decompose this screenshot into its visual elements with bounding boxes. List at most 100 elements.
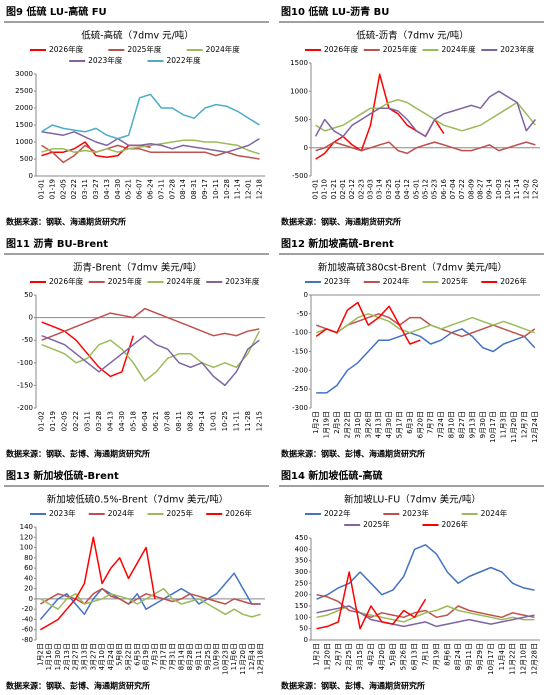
y-tick-label: 2500	[15, 87, 33, 95]
y-tick-label: 60	[24, 564, 33, 572]
y-tick-label: 3000	[15, 70, 33, 78]
x-tick-label: 11月22日	[509, 643, 517, 675]
x-tick-label: 04-13	[106, 411, 114, 431]
source-note: 数据来源：钢联、海通期货研究所	[6, 217, 126, 227]
y-tick-label: 100	[20, 544, 33, 552]
y-tick-label: 0	[29, 314, 33, 322]
x-tick-label: 04-30	[114, 179, 122, 199]
legend-label: 2023年度	[225, 276, 260, 286]
x-tick-label: 02-01	[339, 179, 347, 199]
series-line	[316, 328, 536, 394]
x-tick-label: 4月20日	[378, 643, 386, 670]
y-tick-label: -50	[22, 336, 33, 344]
x-tick-label: 01-19	[48, 179, 56, 199]
x-tick-label: 8月14日	[177, 643, 185, 670]
x-tick-label: 03-11	[84, 411, 92, 431]
chart-title: 低硫-高硫（7dmv 元/吨）	[81, 30, 194, 42]
x-tick-label: 11-14	[513, 178, 521, 199]
y-tick-label: 200	[295, 591, 308, 599]
legend-label: 2023年	[402, 508, 429, 518]
x-tick-label: 7月24日	[437, 411, 445, 438]
x-tick-label: 11月20日	[239, 643, 247, 675]
x-tick-label: 02-23	[357, 179, 365, 199]
x-tick-label: 2月5日	[333, 411, 341, 434]
legend-label: 2026年度	[49, 44, 84, 54]
series-line	[41, 330, 260, 382]
y-tick-label: 1000	[290, 87, 308, 95]
y-tick-label: -40	[22, 615, 33, 623]
chart-title: 新加坡高硫380cst-Brent（7dmv 美元/吨）	[318, 262, 507, 274]
x-tick-label: 10月17日	[487, 643, 495, 675]
legend-label: 2024年	[383, 276, 410, 286]
x-tick-label: 4月24日	[107, 643, 115, 670]
x-tick-label: 05-23	[431, 179, 439, 199]
x-tick-label: 3月13日	[80, 643, 88, 670]
x-tick-label: 07-04	[449, 178, 457, 199]
y-tick-label: -200	[292, 366, 308, 374]
x-tick-label: 01-01	[312, 179, 320, 199]
series-line	[315, 301, 421, 345]
y-tick-label: -150	[17, 381, 33, 389]
x-tick-label: 04-30	[118, 411, 126, 431]
y-tick-label: 50	[24, 291, 33, 299]
chart-title: 低硫-沥青（7dmv 元/吨）	[356, 30, 469, 42]
x-tick-label: 5月17日	[395, 411, 403, 438]
x-tick-label: 12月24日	[531, 411, 539, 443]
series-line	[315, 73, 445, 160]
series-line	[316, 605, 535, 623]
source-note: 数据来源：钢联、海通期货研究所	[281, 217, 401, 227]
legend-label: 2023年	[49, 508, 76, 518]
x-tick-label: 4月13日	[375, 411, 383, 438]
x-tick-label: 7月17日	[160, 643, 168, 670]
x-tick-label: 06-07	[136, 179, 144, 199]
x-tick-label: 6月19日	[142, 643, 150, 670]
x-tick-label: 12月28日	[531, 643, 539, 675]
x-tick-label: 02-05	[61, 411, 69, 431]
series-line	[40, 536, 156, 631]
chart-title: 新加坡低硫0.5%-Brent（7dmv 美元/吨）	[47, 494, 229, 506]
x-tick-label: 04-13	[103, 179, 111, 199]
series-line	[40, 587, 261, 605]
y-tick-label: -300	[292, 404, 308, 412]
x-tick-label: 12-02	[522, 179, 530, 199]
x-tick-label: 04-01	[394, 179, 402, 199]
x-tick-label: 06-21	[152, 411, 160, 431]
x-tick-label: 3月26日	[364, 411, 372, 438]
x-tick-label: 8月24日	[454, 643, 462, 670]
x-tick-label: 5月22日	[124, 643, 132, 670]
y-tick-label: 40	[24, 574, 33, 582]
x-tick-label: 8月28日	[186, 643, 194, 670]
x-tick-label: 01-01	[37, 179, 45, 199]
y-tick-label: 500	[20, 155, 33, 163]
chart-panel: 图11 沥青 BU-Brent 沥青-Brent（7dmv 美元/吨） 2026年度…	[4, 237, 269, 459]
x-tick-label: 4月10日	[98, 643, 106, 670]
x-tick-label: 12月4日	[248, 643, 256, 670]
x-tick-label: 03-28	[95, 411, 103, 431]
x-tick-label: 10月9日	[213, 643, 221, 670]
legend-label: 2025年	[167, 508, 194, 518]
x-tick-label: 4月2日	[367, 643, 375, 666]
legend-label: 2026年	[500, 276, 527, 286]
source-note: 数据来源：钢联、彭博、海通期货研究所	[281, 681, 425, 691]
source-note: 数据来源：钢联、彭博、海通期货研究所	[281, 449, 425, 459]
x-tick-label: 7月1日	[422, 643, 430, 666]
x-tick-label: 1月16日	[45, 643, 53, 670]
chart-title: 沥青-Brent（7dmv 美元/吨）	[73, 262, 202, 274]
series-line	[316, 605, 535, 628]
x-tick-label: 5月8日	[389, 643, 397, 666]
x-tick-label: 6月3日	[406, 411, 414, 434]
x-tick-label: 10月23日	[221, 643, 229, 675]
series-line	[316, 544, 535, 600]
x-tick-label: 9月11日	[195, 643, 203, 670]
y-tick-label: 1500	[15, 121, 33, 129]
x-tick-label: 08-14	[179, 178, 187, 199]
y-tick-label: 150	[295, 602, 308, 610]
legend-label: 2025年	[442, 276, 469, 286]
x-tick-label: 12-18	[256, 179, 264, 199]
source-note: 数据来源：钢联、彭博、海通期货研究所	[6, 449, 150, 459]
y-tick-label: 0	[304, 291, 308, 299]
x-tick-label: 1月2日	[312, 411, 320, 434]
x-tick-label: 10-03	[495, 179, 503, 199]
chart-panel: 图13 新加坡低硫-Brent 新加坡低硫0.5%-Brent（7dmv 美元/吨…	[4, 469, 269, 691]
x-tick-label: 06-16	[440, 178, 448, 199]
